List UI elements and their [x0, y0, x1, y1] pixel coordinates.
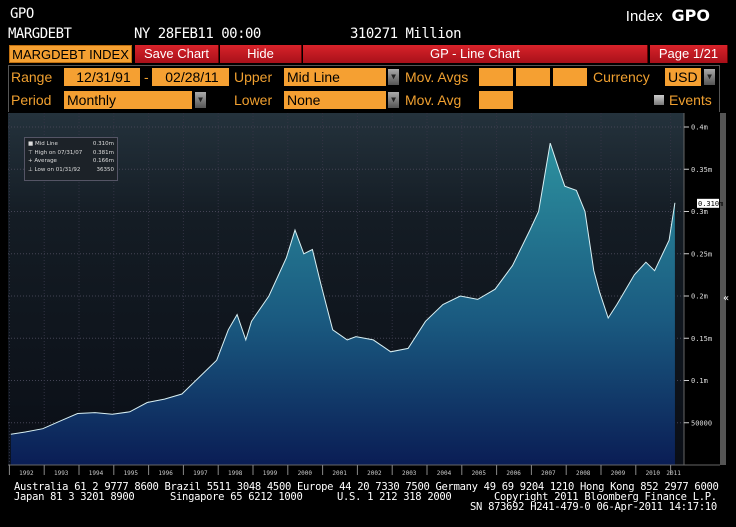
x-tick-label: 2001 — [332, 470, 347, 477]
location-time: NY 28FEB11 00:00 — [134, 26, 261, 42]
x-tick-label: 2007 — [541, 470, 556, 477]
lower-select[interactable]: None — [284, 91, 386, 109]
index-label: Index — [625, 8, 663, 25]
movavg-input[interactable] — [479, 91, 513, 109]
ticker: MARGDEBT — [8, 26, 72, 42]
range-label: Range — [11, 69, 53, 85]
upper-label: Upper — [234, 69, 273, 85]
x-tick-label: 1999 — [263, 470, 278, 477]
legend-label: + Average — [28, 158, 57, 164]
chart-title-tab: GP - Line Chart — [303, 45, 648, 63]
movavg-input-3[interactable] — [553, 68, 587, 86]
x-tick-label: 2000 — [298, 470, 313, 477]
legend-low: ⊥ Low on 01/31/92 36350 — [28, 166, 114, 175]
lower-label: Lower — [234, 92, 273, 108]
y-tick-label: 0.1m — [691, 377, 708, 385]
footer-serial: SN 873692 H241-479-0 06-Apr-2011 14:17:1… — [470, 501, 717, 513]
y-tick-label: 0.3m — [691, 208, 708, 216]
x-tick-label: 2005 — [472, 470, 487, 477]
y-tick-label: 0.2m — [691, 293, 708, 301]
currency-select[interactable]: USD — [665, 68, 701, 86]
x-tick-label: 1998 — [228, 470, 243, 477]
chevron-down-icon[interactable]: ▼ — [388, 92, 399, 108]
events-label: Events — [669, 92, 712, 108]
chevron-down-icon[interactable]: ▼ — [388, 69, 399, 85]
events-checkbox[interactable] — [654, 95, 664, 105]
security-tab[interactable]: MARGDEBT INDEX — [9, 45, 132, 63]
y-tick-label: 50000 — [691, 419, 712, 427]
svg-text:0.310m: 0.310m — [698, 200, 723, 208]
footer-singapore: Singapore 65 6212 1000 — [170, 491, 303, 503]
x-tick-label: 1994 — [89, 470, 104, 477]
legend-value: 0.381m — [92, 149, 114, 156]
x-tick-label: 1993 — [54, 470, 69, 477]
range-separator: - — [144, 69, 149, 85]
currency-label: Currency — [593, 69, 650, 85]
footer-phones: Australia 61 2 9777 8600 Brazil 5511 304… — [14, 481, 719, 493]
period-select[interactable]: Monthly — [64, 91, 192, 109]
line-chart: 50000 0.1m 0.15m 0.2m 0.25m 0.3m 0.35m 0.4m 1992… — [8, 113, 729, 477]
legend-value: 36350 — [96, 166, 115, 173]
save-chart-button[interactable]: Save Chart — [135, 45, 219, 63]
movavg-label: Mov. Avg — [405, 92, 462, 108]
x-tick-label: 2008 — [576, 470, 591, 477]
legend-label: ⊥ Low on 01/31/92 — [28, 166, 81, 173]
x-tick-label: 1996 — [158, 470, 173, 477]
scrollbar[interactable] — [720, 113, 726, 465]
legend-label: ■ Mid Line — [28, 141, 58, 147]
x-tick-label: 2002 — [367, 470, 382, 477]
x-tick-label: 2011 — [666, 470, 681, 477]
x-tick-label: 2003 — [402, 470, 417, 477]
x-tick-label: 2006 — [506, 470, 521, 477]
x-tick-label: 1992 — [19, 470, 34, 477]
chart-legend: ■ Mid Line 0.310m ⊤ High on 07/31/07 0.381… — [24, 137, 118, 181]
last-value-label: 0.310m — [697, 198, 723, 208]
x-tick-label: 2004 — [437, 470, 452, 477]
period-label: Period — [11, 92, 52, 108]
x-tick-label: 2010 — [646, 470, 661, 477]
movavgs-label: Mov. Avgs — [405, 69, 469, 85]
hide-button[interactable]: Hide — [220, 45, 302, 63]
chevron-down-icon[interactable]: ▼ — [195, 92, 206, 108]
page-indicator[interactable]: Page 1/21 — [650, 45, 728, 63]
range-start-input[interactable]: 12/31/91 — [64, 68, 140, 86]
last-value: 310271 Million — [350, 26, 462, 42]
legend-average: + Average 0.166m — [28, 157, 114, 166]
legend-value: 0.166m — [92, 158, 114, 164]
y-tick-label: 0.35m — [691, 166, 712, 174]
control-panel — [8, 65, 720, 112]
series-line — [10, 142, 676, 435]
legend-high: ⊤ High on 07/31/07 0.381m — [28, 149, 114, 158]
footer-japan: Japan 81 3 3201 8900 — [14, 491, 135, 503]
index-header: Index GPO — [626, 6, 710, 25]
legend-label: ⊤ High on 07/31/07 — [28, 149, 83, 156]
movavg-input-2[interactable] — [516, 68, 550, 86]
legend-mid-line: ■ Mid Line 0.310m — [28, 140, 114, 149]
footer-copyright: Copyright 2011 Bloomberg Finance L.P. — [494, 491, 717, 503]
function-code: GPO — [10, 6, 34, 22]
range-end-input[interactable]: 02/28/11 — [152, 68, 229, 86]
x-tick-label: 1995 — [124, 470, 139, 477]
y-tick-label: 0.15m — [691, 335, 712, 343]
index-code: GPO — [671, 6, 710, 25]
y-tick-label: 0.25m — [691, 250, 712, 258]
x-tick-label: 2009 — [611, 470, 626, 477]
series-area — [10, 143, 675, 465]
footer-us: U.S. 1 212 318 2000 — [337, 491, 452, 503]
y-tick-label: 0.4m — [691, 124, 708, 132]
legend-value: 0.310m — [92, 141, 114, 147]
chevron-down-icon[interactable]: ▼ — [704, 69, 715, 85]
movavg-input-1[interactable] — [479, 68, 513, 86]
x-tick-label: 1997 — [193, 470, 208, 477]
collapse-icon[interactable]: « — [723, 293, 729, 304]
upper-select[interactable]: Mid Line — [284, 68, 386, 86]
